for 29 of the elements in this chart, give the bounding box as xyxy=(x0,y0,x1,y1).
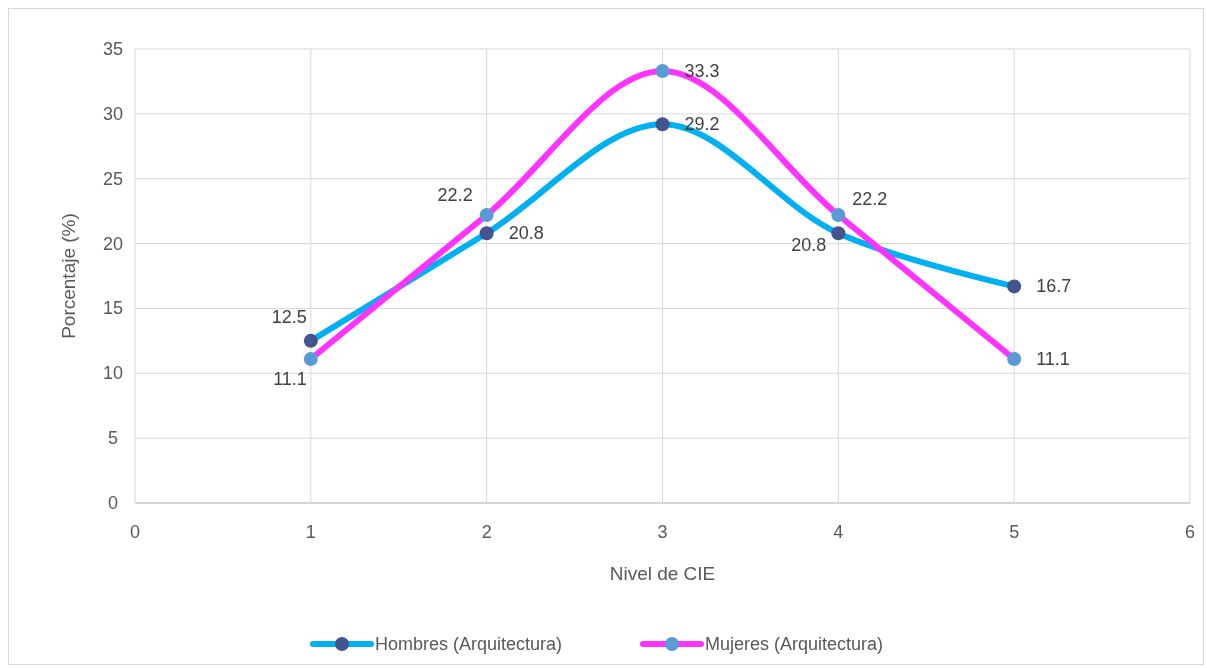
x-tick-label: 1 xyxy=(305,522,316,542)
y-tick-label: 15 xyxy=(102,298,124,319)
x-tick-label: 0 xyxy=(129,522,141,542)
x-axis-title: Nivel de CIE xyxy=(609,563,716,584)
y-tick-label: 0 xyxy=(107,493,119,513)
legend-label: Mujeres (Arquitectura) xyxy=(705,634,884,654)
x-tick-label: 4 xyxy=(833,522,844,542)
data-label: 11.1 xyxy=(1036,349,1070,370)
y-tick-label: 25 xyxy=(102,168,124,189)
data-label: 20.8 xyxy=(791,235,827,256)
data-label: 16.7 xyxy=(1036,276,1072,297)
y-tick-label: 20 xyxy=(102,233,124,254)
x-tick-label: 5 xyxy=(1009,522,1020,542)
x-tick-label: 2 xyxy=(481,522,492,542)
data-label: 11.1 xyxy=(273,369,307,390)
data-label: 33.3 xyxy=(684,61,720,82)
y-tick-label: 10 xyxy=(102,363,124,384)
y-axis-title: Porcentaje (%) xyxy=(58,213,79,339)
data-label: 22.2 xyxy=(437,185,473,206)
legend-label: Hombres (Arquitectura) xyxy=(375,634,563,654)
y-tick-label: 35 xyxy=(102,39,124,59)
data-label: 29.2 xyxy=(684,114,720,135)
x-tick-label: 6 xyxy=(1184,522,1196,542)
y-tick-label: 5 xyxy=(107,428,119,449)
data-label: 12.5 xyxy=(271,306,307,327)
x-tick-label: 3 xyxy=(657,522,668,542)
data-label: 22.2 xyxy=(852,189,888,210)
y-tick-label: 30 xyxy=(102,103,124,124)
data-label: 20.8 xyxy=(508,223,544,244)
